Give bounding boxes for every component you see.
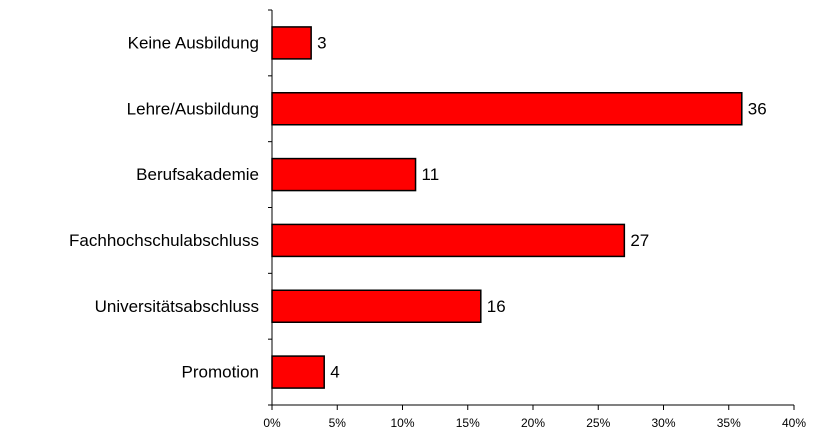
x-tick-label-8: 40% bbox=[782, 416, 806, 430]
x-tick-label-6: 30% bbox=[651, 416, 675, 430]
category-label-2: Berufsakademie bbox=[136, 165, 259, 184]
bar-1 bbox=[271, 92, 743, 126]
x-tick-label-7: 35% bbox=[717, 416, 741, 430]
x-tick-labels: 0% 5% 10% 15% 20% 25% 30% 35% 40% bbox=[263, 416, 806, 430]
bar-4 bbox=[271, 289, 482, 323]
x-tick-label-4: 20% bbox=[521, 416, 545, 430]
bar-3 bbox=[271, 223, 626, 258]
axes-group bbox=[268, 9, 795, 410]
bar-2 bbox=[271, 157, 417, 192]
data-label-0: 3 bbox=[317, 33, 326, 52]
x-tick-label-2: 10% bbox=[390, 416, 414, 430]
category-label-0: Keine Ausbildung bbox=[128, 33, 259, 52]
value-labels: 3 36 11 27 16 4 bbox=[317, 33, 767, 381]
category-label-3: Fachhochschulabschluss bbox=[69, 231, 259, 250]
bar-0 bbox=[271, 26, 312, 60]
category-label-5: Promotion bbox=[182, 363, 259, 382]
data-label-1: 36 bbox=[748, 99, 767, 118]
x-tick-label-1: 5% bbox=[329, 416, 347, 430]
category-labels: Keine Ausbildung Lehre/Ausbildung Berufsak… bbox=[69, 33, 259, 381]
data-label-4: 16 bbox=[487, 297, 506, 316]
data-label-5: 4 bbox=[330, 363, 339, 382]
x-tick-label-0: 0% bbox=[263, 416, 281, 430]
data-label-3: 27 bbox=[630, 231, 649, 250]
bars-group bbox=[271, 26, 743, 389]
category-label-4: Universitätsabschluss bbox=[95, 297, 259, 316]
bar-5 bbox=[271, 355, 325, 389]
x-tick-label-3: 15% bbox=[456, 416, 480, 430]
category-label-1: Lehre/Ausbildung bbox=[127, 99, 259, 118]
data-label-2: 11 bbox=[422, 165, 440, 184]
x-tick-label-5: 25% bbox=[586, 416, 610, 430]
